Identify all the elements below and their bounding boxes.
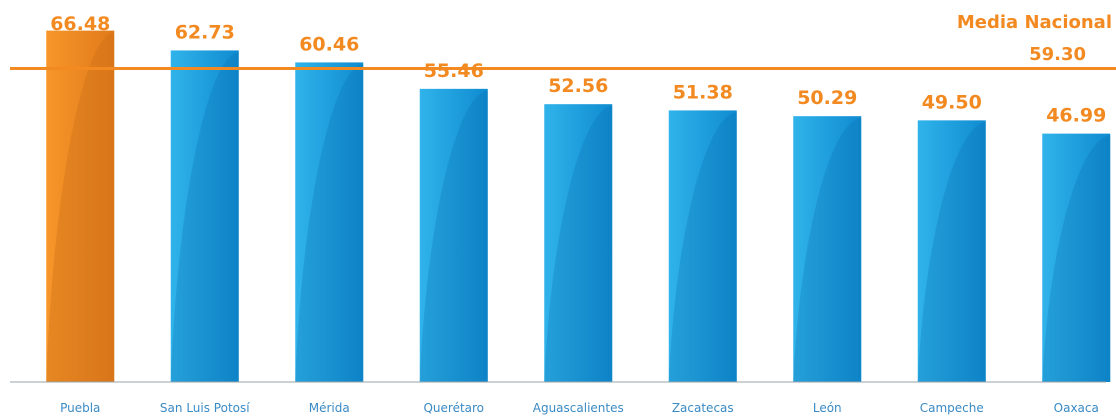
category-label-5: Zacatecas [672, 401, 734, 415]
bars-group [46, 30, 1111, 383]
value-labels-group: 66.48 62.73 60.46 55.46 52.56 51.38 50.29 49.50… [50, 13, 1106, 127]
category-label-2: Mérida [309, 401, 350, 415]
value-label-7: 49.50 [922, 91, 982, 113]
bar-2 [295, 62, 364, 382]
bar-sheen-1 [170, 52, 239, 382]
bar-sheen-4 [544, 106, 613, 382]
value-label-1: 62.73 [175, 21, 235, 43]
bar-7 [917, 120, 986, 382]
category-label-0: Puebla [60, 401, 100, 415]
value-label-4: 52.56 [548, 75, 608, 97]
category-label-4: Aguascalientes [533, 401, 624, 415]
bar-sheen-8 [1042, 135, 1111, 382]
value-label-8: 46.99 [1046, 105, 1106, 127]
bar-0 [46, 30, 115, 383]
category-label-1: San Luis Potosí [160, 401, 250, 415]
reference-line-label: Media Nacional [957, 12, 1112, 33]
category-label-8: Oaxaca [1054, 401, 1099, 415]
bar-sheen-0 [46, 32, 115, 382]
bar-6 [793, 116, 862, 382]
bar-1 [170, 50, 239, 382]
value-label-3: 55.46 [424, 60, 484, 82]
reference-line-value: 59.30 [1029, 44, 1086, 65]
bar-sheen-7 [917, 122, 986, 382]
bar-sheen-2 [295, 64, 364, 382]
bar-8 [1042, 133, 1111, 382]
bar-sheen-3 [419, 90, 488, 383]
bar-4 [544, 104, 613, 382]
value-label-2: 60.46 [299, 33, 359, 55]
bar-5 [668, 110, 737, 383]
bar-sheen-5 [668, 112, 737, 383]
value-label-5: 51.38 [673, 81, 733, 103]
category-labels-group: Puebla San Luis Potosí Mérida Querétaro Agua… [60, 401, 1099, 415]
bar-sheen-6 [793, 118, 862, 382]
category-label-6: León [813, 401, 842, 415]
value-label-6: 50.29 [797, 87, 857, 109]
category-label-7: Campeche [920, 401, 984, 415]
value-label-0: 66.48 [50, 13, 110, 35]
bar-3 [419, 88, 488, 383]
category-label-3: Querétaro [423, 401, 484, 415]
